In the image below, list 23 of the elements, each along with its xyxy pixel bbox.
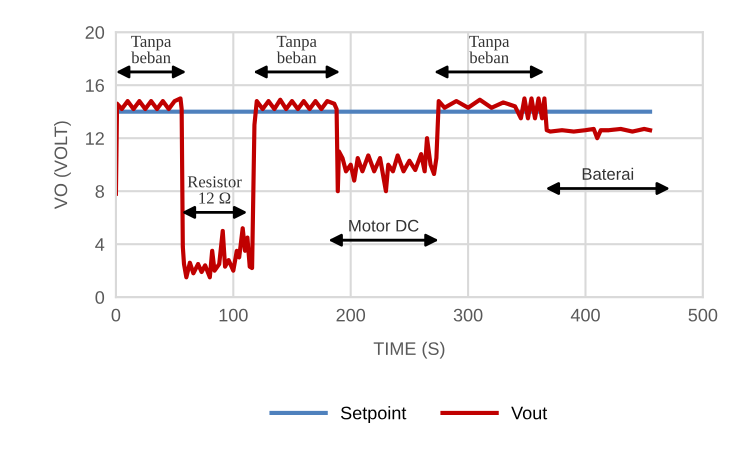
annotation: Tanpa beban	[276, 36, 317, 64]
y-tick-label: 0	[95, 291, 104, 304]
legend-label: Vout	[511, 406, 548, 420]
y-tick-label: 20	[86, 26, 104, 39]
x-tick-label: 400	[570, 308, 600, 322]
annotation: Baterai	[582, 168, 634, 180]
line-series	[116, 96, 652, 280]
y-tick-label: 16	[86, 79, 104, 92]
y-tick-label: 8	[96, 185, 104, 198]
x-tick-label: 200	[336, 308, 366, 322]
legend-label: Setpoint	[340, 406, 406, 423]
annotation: Tanpa beban	[131, 36, 172, 64]
x-axis-title: TIME (S)	[374, 342, 444, 359]
y-axis-title: VO (VOLT)	[54, 121, 71, 210]
x-tick-label: 500	[688, 308, 718, 322]
y-tick-label: 4	[95, 238, 104, 251]
x-tick-label: 300	[454, 308, 482, 322]
y-tick-label: 12	[86, 132, 104, 145]
x-tick-label: 0	[112, 308, 120, 322]
annotation: Motor DC	[349, 220, 419, 232]
annotation: Tanpa beban	[469, 36, 510, 64]
annotation: Resistor 12 Ω	[188, 176, 242, 204]
x-tick-label: 100	[220, 308, 248, 322]
